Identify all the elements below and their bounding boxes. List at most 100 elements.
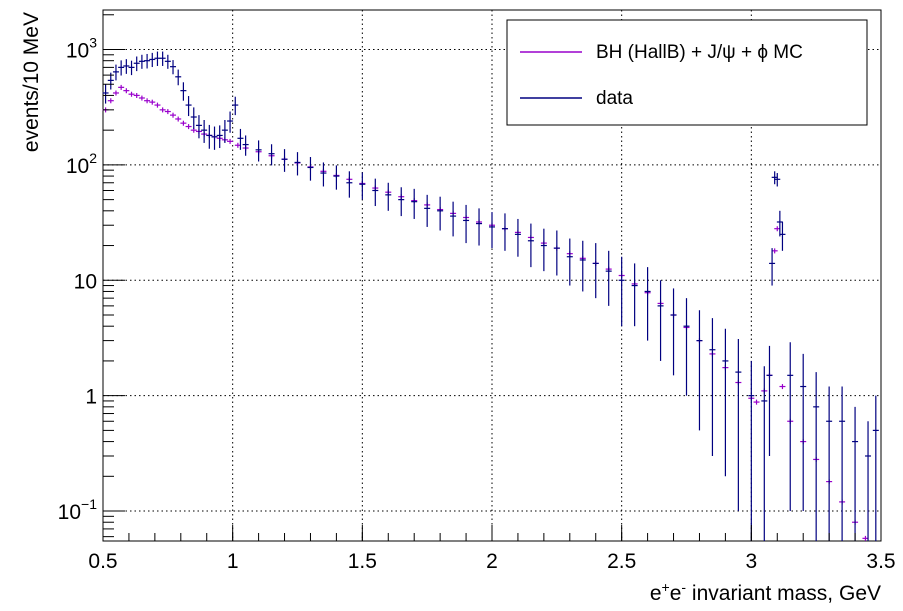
mc-point [779, 384, 786, 390]
data-point [201, 119, 208, 143]
data-point [722, 328, 729, 477]
mc-point [170, 112, 177, 118]
data-point [144, 53, 151, 69]
data-point [463, 204, 470, 244]
data-point [195, 115, 202, 139]
x-tick-label: 3.5 [866, 550, 895, 573]
mc-point [123, 88, 130, 94]
data-point [813, 372, 820, 541]
data-point [566, 238, 573, 286]
data-point [175, 69, 182, 86]
x-tick-label: 1 [227, 550, 239, 573]
data-point [437, 196, 444, 231]
data-point [255, 140, 262, 162]
data-point [242, 135, 249, 156]
data-point [411, 188, 418, 219]
mc-point [128, 91, 135, 97]
data-point [826, 386, 833, 541]
y-tick-label: 103 [66, 35, 97, 63]
data-point [112, 64, 119, 81]
data-series [102, 51, 879, 541]
mc-point [144, 98, 151, 104]
data-point [164, 54, 171, 69]
data-point [618, 256, 625, 327]
data-point [553, 230, 560, 276]
x-tick-label: 3 [745, 550, 757, 573]
y-tick-label: 1 [85, 386, 97, 409]
x-tick-label: 2.5 [607, 550, 636, 573]
data-point [779, 221, 786, 251]
data-point [683, 298, 690, 396]
data-point [514, 218, 521, 257]
y-tick-label: 102 [66, 150, 97, 178]
data-point [216, 125, 223, 149]
y-tick-label: 10 [74, 270, 97, 293]
data-point [865, 421, 872, 541]
data-point [307, 157, 314, 181]
legend-data-label: data [596, 88, 633, 109]
data-point [372, 178, 379, 207]
mc-point [154, 102, 161, 108]
data-point [211, 126, 218, 150]
data-point [180, 82, 187, 101]
data-point [476, 208, 483, 246]
data-point [872, 395, 879, 541]
data-point [294, 152, 301, 176]
mc-point [175, 116, 182, 122]
legend-box [506, 19, 868, 126]
data-point [227, 111, 234, 133]
mc-point [185, 124, 192, 130]
data-point [385, 182, 392, 211]
data-point [149, 52, 156, 68]
axes: 0.5 1 1.5 2 2.5 3 3.5 10−1 1 10 102 103 [58, 14, 896, 573]
data-point [170, 60, 177, 75]
x-tick-label: 0.5 [88, 550, 117, 573]
data-point [769, 248, 776, 286]
data-point [631, 263, 638, 327]
data-point [346, 171, 353, 198]
data-point [333, 165, 340, 190]
data-point [154, 51, 161, 66]
data-point [761, 366, 768, 541]
data-point [281, 149, 288, 172]
data-point [605, 250, 612, 306]
mc-point [164, 109, 171, 115]
mc-series [102, 84, 869, 541]
data-point [540, 228, 547, 272]
mc-point [180, 120, 187, 126]
mc-point [133, 92, 140, 98]
data-point [787, 342, 794, 512]
data-point [268, 144, 275, 166]
data-point [696, 310, 703, 431]
data-point [839, 386, 846, 541]
data-point [800, 353, 807, 512]
data-point [359, 172, 366, 200]
x-tick-label: 1.5 [348, 550, 377, 573]
data-point [128, 60, 135, 76]
data-point [398, 187, 405, 217]
data-point [579, 240, 586, 292]
mc-point [227, 138, 234, 144]
mc-point [149, 99, 156, 105]
mc-point [112, 90, 119, 96]
data-point [159, 51, 166, 66]
x-tick-label: 2 [486, 550, 498, 573]
data-point [735, 338, 742, 512]
data-point [670, 288, 677, 376]
data-point [527, 223, 534, 268]
y-tick-label: 10−1 [58, 496, 98, 524]
y-axis-title: events/10 MeV [20, 12, 43, 152]
data-point [237, 128, 244, 150]
data-point [592, 243, 599, 299]
data-point [123, 59, 130, 74]
mc-point [753, 399, 760, 405]
data-point [102, 84, 109, 104]
data-point [424, 194, 431, 227]
mc-point [159, 107, 166, 113]
data-point [709, 318, 716, 456]
mc-point [138, 95, 145, 101]
legend: BH (HallB) + J/ψ + ϕ MC data [506, 19, 868, 126]
data-point [489, 212, 495, 249]
data-point [232, 96, 239, 116]
